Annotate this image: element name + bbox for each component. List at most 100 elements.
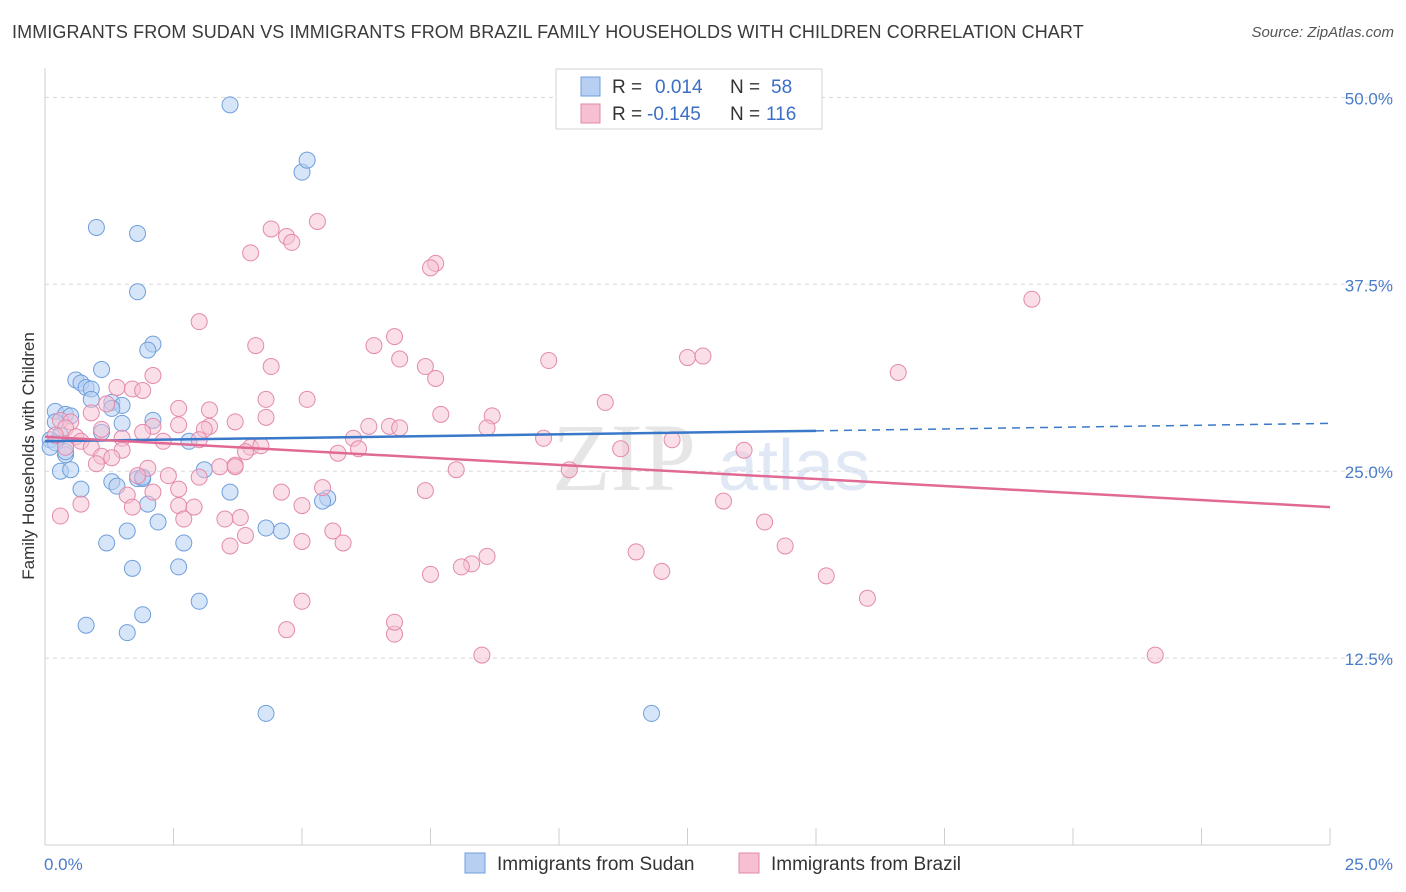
brazil-point-3 [283, 233, 301, 251]
brazil-point-21 [108, 378, 126, 396]
sudan-point-47 [175, 534, 193, 552]
brazil-point-20 [144, 366, 162, 384]
brazil-point-61 [57, 438, 75, 456]
brazil-point-46 [391, 419, 409, 437]
brazil-point-33 [257, 408, 275, 426]
brazil-point-100 [293, 532, 311, 550]
sudan-point-54 [257, 704, 275, 722]
brazil-point-77 [159, 467, 177, 485]
brazil-point-86 [123, 498, 141, 516]
watermark-atlas: atlas [718, 426, 870, 506]
sudan-point-32 [62, 461, 80, 479]
brazil-point-71 [211, 458, 229, 476]
brazil-point-41 [93, 420, 111, 438]
brazil-point-90 [714, 492, 732, 510]
brazil-point-108 [817, 567, 835, 585]
brazil-point-38 [226, 413, 244, 431]
brazil-point-12 [679, 349, 696, 367]
brazil-point-67 [735, 441, 753, 459]
brazil-point-14 [540, 352, 558, 370]
brazil-point-103 [478, 547, 496, 565]
tick-labels: 12.5% 25.0% 37.5% 50.0% 0.0% 25.0% [44, 89, 1393, 874]
x-tick-label-0: 0.0% [44, 855, 83, 874]
brazil-point-83 [144, 483, 162, 501]
brazil-point-96 [324, 522, 342, 540]
brazil-point-60 [252, 437, 270, 455]
sudan-point-8 [93, 361, 111, 379]
brazil-point-6 [422, 259, 439, 277]
sudan-point-5 [129, 283, 147, 301]
brazil-point-52 [154, 432, 172, 450]
brazil-point-66 [612, 440, 630, 458]
brazil-point-13 [694, 347, 712, 365]
brazil-point-44 [360, 417, 378, 435]
chart-title: IMMIGRANTS FROM SUDAN VS IMMIGRANTS FROM… [12, 22, 1084, 42]
brazil-point-74 [447, 461, 465, 479]
sudan-point-48 [123, 559, 141, 577]
brazil-point-8 [190, 313, 208, 331]
brazil-point-4 [242, 244, 260, 262]
axes [44, 68, 1331, 846]
brazil-point-23 [134, 381, 152, 399]
brazil-point-97 [236, 526, 254, 544]
brazil-point-76 [129, 467, 147, 485]
sudan-point-50 [190, 592, 208, 610]
brazil-point-29 [200, 401, 218, 419]
brazil-point-7 [1023, 290, 1041, 308]
brazil-point-101 [776, 537, 794, 555]
brazil-point-95 [756, 513, 774, 531]
y-tick-label-0: 12.5% [1345, 650, 1393, 669]
brazil-point-115 [1146, 646, 1164, 664]
brazil-point-15 [391, 350, 409, 368]
brazil-point-70 [87, 455, 105, 473]
brazil-point-27 [596, 393, 614, 411]
sudan-point-4 [129, 224, 147, 242]
brazil-point-78 [190, 468, 208, 486]
brazil-point-64 [236, 443, 254, 461]
brazil-point-28 [170, 399, 188, 417]
stats-legend: R = 0.014 N = 58 R = -0.145 N = 116 [555, 68, 823, 130]
legend-brazil-label: Immigrants from Brazil [771, 854, 961, 875]
brazil-n-label: N = [730, 104, 760, 125]
brazil-point-1 [262, 220, 280, 238]
y-axis-label: Family Households with Children [19, 332, 38, 580]
sudan-point-52 [77, 616, 95, 634]
watermark: ZIP atlas [552, 404, 870, 511]
brazil-point-35 [170, 416, 188, 434]
brazil-point-92 [216, 510, 234, 528]
brazil-point-110 [293, 592, 311, 610]
brazil-point-88 [185, 498, 203, 516]
trend-lines [44, 422, 1331, 509]
brazil-point-0 [308, 212, 326, 230]
brazil-point-69 [103, 449, 121, 467]
watermark-zip: ZIP [552, 404, 696, 511]
sudan-n-label: N = [730, 77, 760, 98]
legend-brazil-swatch [738, 852, 760, 874]
brazil-point-114 [473, 646, 491, 664]
sudan-point-7 [139, 341, 157, 359]
sudan-point-39 [221, 483, 239, 501]
brazil-point-48 [46, 426, 64, 444]
brazil-trend-line [44, 435, 1331, 509]
sudan-point-0 [221, 96, 239, 114]
brazil-point-24 [298, 390, 316, 408]
series-legend: Immigrants from Sudan Immigrants from Br… [464, 852, 961, 875]
sudan-point-53 [118, 624, 136, 642]
sudan-point-44 [272, 522, 290, 540]
brazil-point-109 [858, 589, 876, 607]
sudan-point-43 [257, 519, 275, 537]
brazil-point-111 [278, 621, 296, 639]
brazil-point-91 [51, 507, 69, 525]
legend-sudan-swatch [464, 852, 486, 874]
brazil-point-93 [175, 510, 193, 528]
brazil-point-72 [226, 458, 244, 476]
brazil-point-10 [365, 337, 383, 355]
brazil-points [46, 212, 1164, 664]
brazil-n-value: 116 [766, 104, 796, 125]
brazil-point-105 [452, 558, 470, 576]
y-tick-label-2: 37.5% [1345, 276, 1393, 295]
brazil-point-113 [386, 613, 404, 631]
y-tick-label-1: 25.0% [1345, 463, 1393, 482]
brazil-point-56 [663, 431, 681, 449]
brazil-point-18 [889, 364, 907, 382]
